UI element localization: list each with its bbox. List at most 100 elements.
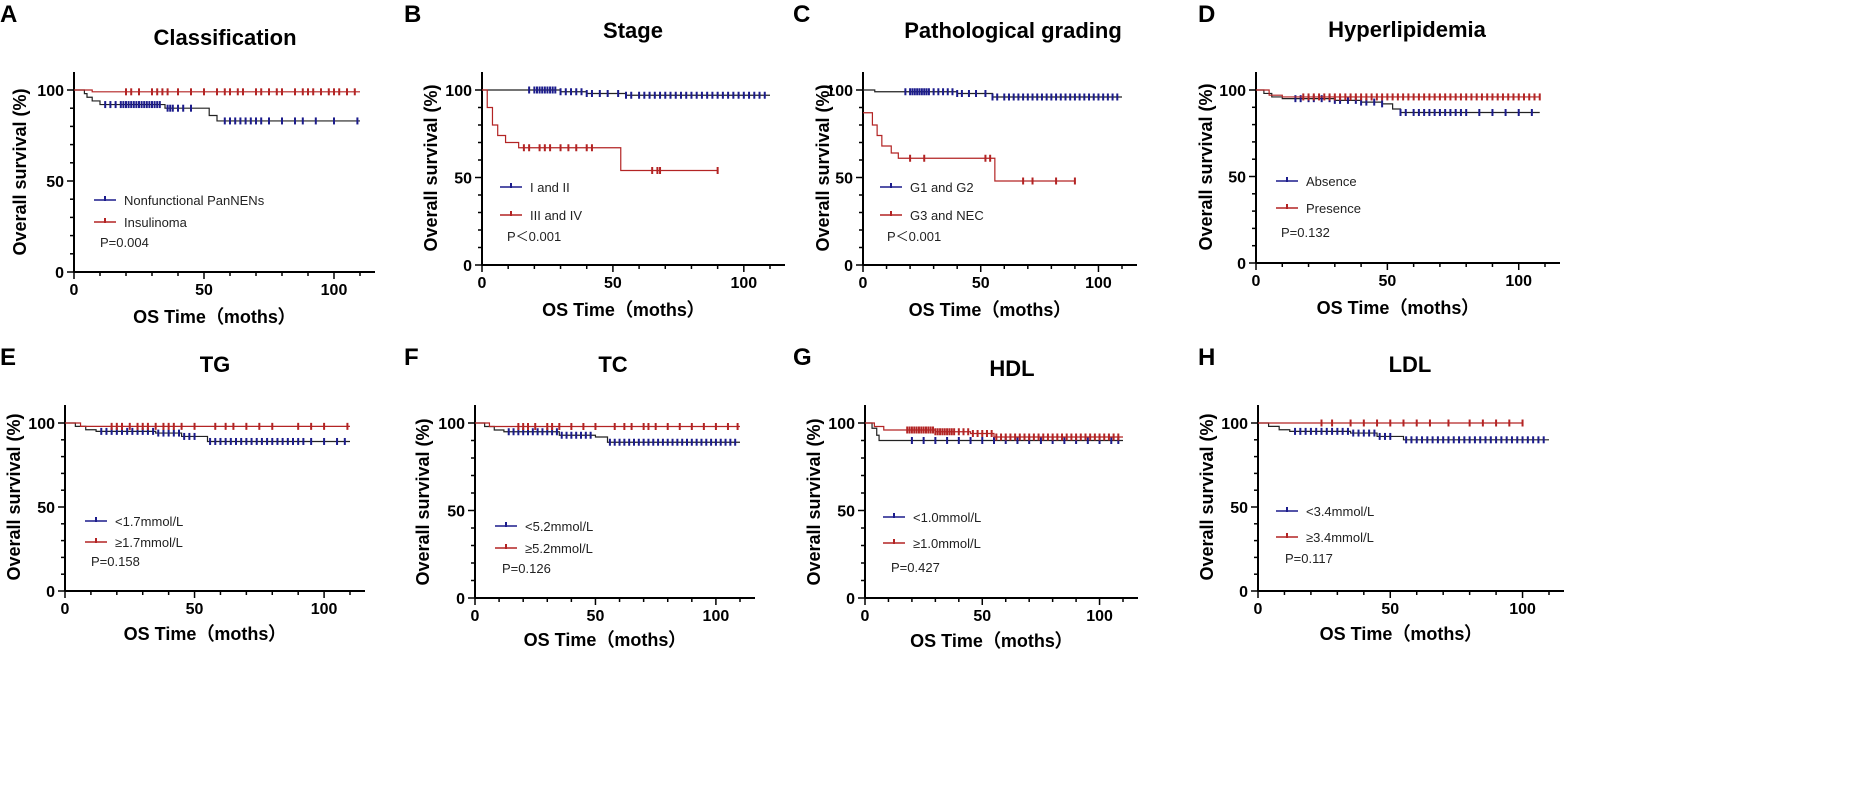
- legend-entry-2: ≥5.2mmol/L: [495, 541, 593, 556]
- legend-entry-2: G3 and NEC: [880, 208, 984, 223]
- x-tick-label: 100: [703, 608, 730, 625]
- x-tick-label: 0: [478, 275, 487, 292]
- panel-f: F TC 0 50 100 0 50 100 OS Time（moths） Overall sur…: [404, 344, 755, 650]
- y-tick-label: 0: [1237, 256, 1246, 273]
- survival-curve-2: [475, 422, 740, 428]
- survival-curve-1: [65, 422, 350, 443]
- x-tick-label: 0: [471, 608, 480, 625]
- p-value: P=0.132: [1281, 225, 1330, 240]
- legend-label: Absence: [1306, 174, 1357, 189]
- panel-letter: E: [0, 344, 16, 371]
- legend-label: Presence: [1306, 201, 1361, 216]
- x-axis-label: OS Time（moths）: [133, 307, 296, 327]
- x-axis-label: OS Time（moths）: [910, 631, 1073, 651]
- chart-title: Pathological grading: [904, 18, 1122, 43]
- x-axis-label: OS Time（moths）: [1320, 624, 1483, 644]
- p-value: P＜0.001: [507, 229, 561, 244]
- y-tick-label: 0: [844, 258, 853, 275]
- legend-label: G1 and G2: [910, 180, 974, 195]
- legend-entry-1: <3.4mmol/L: [1276, 504, 1374, 519]
- y-axis-label: Overall survival (%): [1196, 83, 1216, 250]
- y-tick-label: 50: [1228, 170, 1246, 187]
- y-tick-label: 0: [846, 591, 855, 608]
- y-tick-label: 50: [447, 504, 465, 521]
- legend-entry-2: ≥3.4mmol/L: [1276, 530, 1374, 545]
- panel-letter: C: [793, 1, 810, 28]
- y-tick-label: 0: [456, 591, 465, 608]
- legend-entry-1: G1 and G2: [880, 180, 974, 195]
- y-tick-label: 0: [463, 258, 472, 275]
- legend-label: ≥3.4mmol/L: [1306, 530, 1374, 545]
- x-tick-label: 0: [859, 275, 868, 292]
- y-axis-label: Overall survival (%): [10, 88, 30, 255]
- survival-curve-2: [65, 422, 350, 427]
- survival-curve-1: [1258, 422, 1549, 441]
- legend-label: III and IV: [530, 208, 582, 223]
- legend-label: <3.4mmol/L: [1306, 504, 1374, 519]
- x-axis-label: OS Time（moths）: [542, 300, 705, 320]
- legend-entry-2: III and IV: [500, 208, 582, 223]
- legend-entry-1: <5.2mmol/L: [495, 519, 593, 534]
- p-value: P=0.158: [91, 554, 140, 569]
- panel-g: G HDL 0 50 100 0 50 100 OS Time（moths） Overall su…: [793, 344, 1138, 651]
- y-tick-label: 100: [826, 83, 853, 100]
- p-value: P=0.004: [100, 235, 149, 250]
- y-tick-label: 50: [46, 174, 64, 191]
- panel-b: B Stage 0 50 100 0 50 100 OS Time（moths） Overall …: [404, 1, 785, 320]
- legend-label: <1.0mmol/L: [913, 510, 981, 525]
- legend-entry-1: <1.0mmol/L: [883, 510, 981, 525]
- legend-label: ≥5.2mmol/L: [525, 541, 593, 556]
- x-tick-label: 100: [1505, 273, 1532, 290]
- legend-label: Insulinoma: [124, 215, 188, 230]
- panel-letter: F: [404, 344, 419, 371]
- legend-entry-2: Presence: [1276, 201, 1361, 216]
- legend-entry-1: I and II: [500, 180, 570, 195]
- survival-curve-2: [863, 112, 1075, 182]
- y-axis-label: Overall survival (%): [413, 418, 433, 585]
- panel-letter: G: [793, 344, 812, 371]
- y-tick-label: 50: [454, 171, 472, 188]
- chart-title: TC: [598, 352, 627, 377]
- x-tick-label: 50: [587, 608, 605, 625]
- panel-c: C Pathological grading 0 50 100 0 50 100 OS Time…: [793, 1, 1137, 320]
- chart-title: Hyperlipidemia: [1328, 17, 1486, 42]
- y-tick-label: 0: [55, 265, 64, 282]
- x-tick-label: 100: [1086, 608, 1113, 625]
- p-value: P=0.126: [502, 561, 551, 576]
- survival-curve-2: [865, 422, 1123, 438]
- y-tick-label: 0: [46, 584, 55, 601]
- y-axis-label: Overall survival (%): [804, 418, 824, 585]
- y-tick-label: 100: [445, 83, 472, 100]
- y-axis-label: Overall survival (%): [813, 84, 833, 251]
- x-tick-label: 50: [1381, 601, 1399, 618]
- survival-curve-2: [74, 89, 360, 93]
- x-tick-label: 100: [321, 282, 348, 299]
- panel-d: D Hyperlipidemia 0 50 100 0 50 100 OS Time（moths…: [1196, 1, 1560, 318]
- y-tick-label: 50: [1230, 500, 1248, 517]
- legend-label: Nonfunctional PanNENs: [124, 193, 265, 208]
- survival-curve-2: [482, 89, 718, 172]
- chart-title: Stage: [603, 18, 663, 43]
- y-tick-label: 100: [828, 416, 855, 433]
- x-tick-label: 100: [730, 275, 757, 292]
- y-tick-label: 50: [37, 500, 55, 517]
- legend-label: ≥1.0mmol/L: [913, 536, 981, 551]
- p-value: P=0.117: [1285, 551, 1333, 566]
- x-tick-label: 0: [1252, 273, 1261, 290]
- chart-title: Classification: [153, 25, 296, 50]
- panel-a: A Classification 0 50 100 0 50 100 OS Time（moths…: [0, 1, 375, 327]
- legend-entry-1: Nonfunctional PanNENs: [94, 193, 265, 208]
- y-tick-label: 100: [438, 416, 465, 433]
- legend-label: ≥1.7mmol/L: [115, 535, 183, 550]
- legend-entry-2: Insulinoma: [94, 215, 188, 230]
- y-tick-label: 100: [28, 416, 55, 433]
- x-tick-label: 100: [1509, 601, 1536, 618]
- x-tick-label: 50: [973, 608, 991, 625]
- survival-curve-1: [74, 89, 360, 122]
- y-tick-label: 100: [1221, 416, 1248, 433]
- legend-label: G3 and NEC: [910, 208, 984, 223]
- panel-letter: A: [0, 1, 17, 28]
- x-axis-label: OS Time（moths）: [1317, 298, 1480, 318]
- y-tick-label: 0: [1239, 584, 1248, 601]
